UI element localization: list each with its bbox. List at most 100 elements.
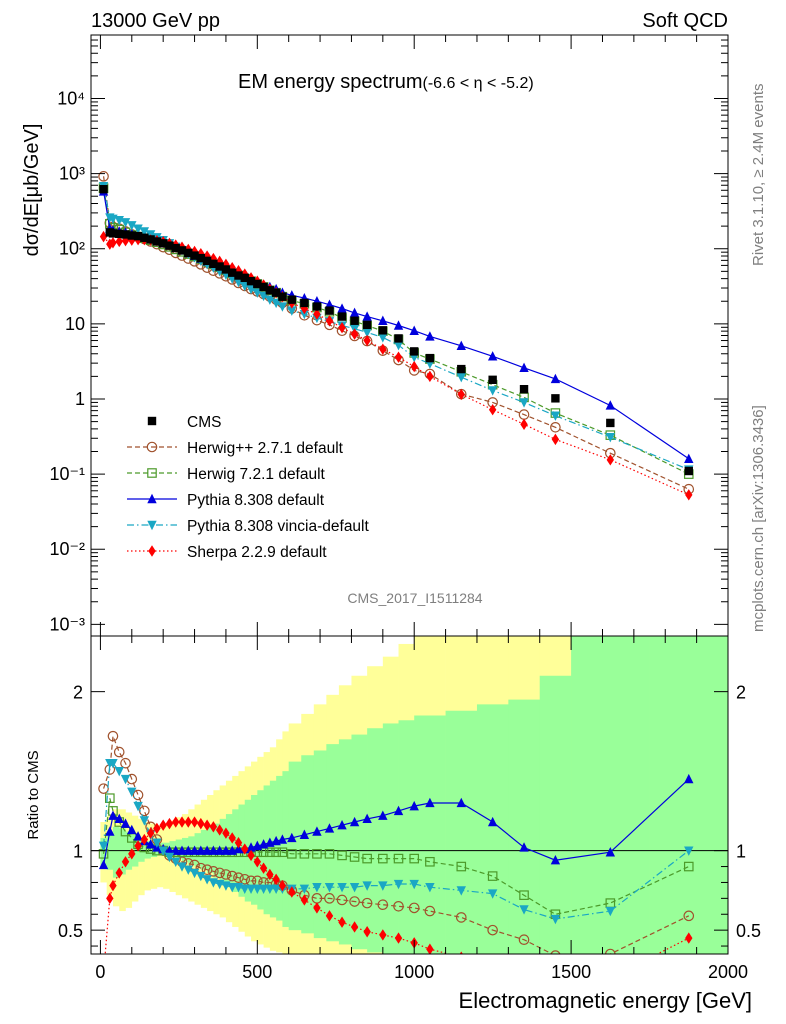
main-data-point <box>190 251 199 260</box>
ratio-data-point <box>684 773 694 784</box>
ratio-data-point <box>377 899 389 911</box>
ratio-data-point <box>684 846 694 856</box>
main-data-point <box>519 362 529 373</box>
ratio-data-point <box>215 824 224 836</box>
main-data-point <box>457 388 465 401</box>
ratio-data-point <box>132 789 144 801</box>
main-data-point <box>393 340 404 351</box>
ratio-data-point <box>214 845 225 855</box>
ratio-data-point <box>107 730 119 742</box>
ratio-data-point <box>277 834 288 844</box>
main-data-point <box>115 235 123 248</box>
ratio-data-point <box>120 774 131 785</box>
main-data-point <box>271 298 281 309</box>
ratio-data-point <box>233 872 244 883</box>
main-data-point <box>410 360 418 373</box>
ratio-data-point <box>287 849 297 859</box>
ratio-data-point <box>114 813 124 824</box>
ratio-data-point <box>184 816 192 828</box>
ratio-data-point <box>313 902 321 914</box>
main-data-point <box>551 433 560 446</box>
main-data-point <box>246 276 256 286</box>
main-data-point <box>152 237 162 246</box>
ratio-data-point <box>197 817 205 830</box>
ratio-data-point <box>98 859 109 870</box>
ratio-data-point <box>258 884 269 895</box>
legend-marker <box>147 468 157 478</box>
ratio-data-point <box>246 884 256 895</box>
ratio-data-point <box>266 868 274 881</box>
ratio-series-line <box>104 821 690 954</box>
ratio-data-point <box>153 822 161 835</box>
ratio-y-tick-label: 2 <box>73 683 83 703</box>
ratio-y-tick-label: 2 <box>736 683 746 703</box>
main-data-point <box>487 386 498 396</box>
inner-uncertainty-band <box>175 839 183 859</box>
main-data-point <box>362 328 372 338</box>
main-data-point <box>425 353 435 363</box>
ratio-data-point <box>300 894 309 906</box>
legend-marker <box>148 545 156 557</box>
mcplots-label: mcplots.cern.ch [arXiv:1306.3436] <box>750 405 767 632</box>
ratio-data-point <box>349 852 360 862</box>
ratio-data-point <box>233 843 244 854</box>
ratio-y-tick-label: 1 <box>736 842 746 862</box>
y-tick-label: 10² <box>59 239 85 259</box>
ratio-data-point <box>133 831 143 841</box>
ratio-data-point <box>487 871 498 881</box>
ratio-data-point <box>489 956 496 967</box>
main-data-point <box>684 453 694 463</box>
ratio-data-point <box>171 857 181 867</box>
legend-marker <box>147 416 157 426</box>
main-data-point <box>394 351 403 363</box>
ratio-data-point <box>165 817 174 830</box>
ratio-data-point <box>520 966 527 977</box>
ratio-data-point <box>140 833 149 846</box>
legend-entry: Herwig 7.2.1 default <box>127 466 326 483</box>
main-data-point <box>337 303 347 313</box>
legend-label: Sherpa 2.2.9 default <box>187 544 327 561</box>
main-data-point <box>456 372 466 383</box>
ratio-data-layer <box>91 636 728 977</box>
ratio-data-point <box>683 910 695 922</box>
main-series-2 <box>98 183 694 479</box>
ratio-data-point <box>393 879 404 890</box>
main-data-point <box>457 364 466 374</box>
main-data-point <box>363 334 371 347</box>
main-data-point <box>140 233 149 242</box>
main-data-point <box>121 230 130 239</box>
x-tick-label: 1500 <box>551 962 591 982</box>
y-tick-label: 10 <box>65 314 85 334</box>
inner-uncertainty-band <box>119 828 126 875</box>
ratio-data-point <box>183 865 193 875</box>
ratio-data-point <box>247 849 255 862</box>
ratio-data-point <box>605 906 616 917</box>
ratio-data-point <box>253 856 262 868</box>
inner-uncertainty-band <box>351 734 368 950</box>
main-data-point <box>277 302 288 312</box>
main-data-point <box>379 343 387 355</box>
ratio-data-point <box>336 894 348 906</box>
ratio-data-point <box>164 852 175 863</box>
inner-uncertainty-band <box>445 710 478 954</box>
ratio-data-point <box>98 783 109 794</box>
ratio-data-point <box>393 853 404 864</box>
main-data-point <box>409 325 419 335</box>
ratio-data-point <box>265 884 275 895</box>
main-data-point <box>300 298 309 308</box>
main-data-point <box>278 292 287 301</box>
inner-uncertainty-band <box>169 841 177 858</box>
main-data-point <box>337 312 347 321</box>
main-data-point <box>146 235 155 244</box>
main-data-point <box>325 315 334 327</box>
main-data-point <box>378 315 388 325</box>
ratio-data-point <box>425 797 435 808</box>
main-data-point <box>312 302 322 311</box>
ratio-data-point <box>378 810 388 820</box>
main-data-point <box>394 334 403 343</box>
ratio-data-point <box>133 801 143 812</box>
legend-marker <box>147 493 157 504</box>
ratio-data-point <box>683 861 694 872</box>
ratio-data-point <box>362 881 372 891</box>
main-data-point <box>350 328 359 340</box>
